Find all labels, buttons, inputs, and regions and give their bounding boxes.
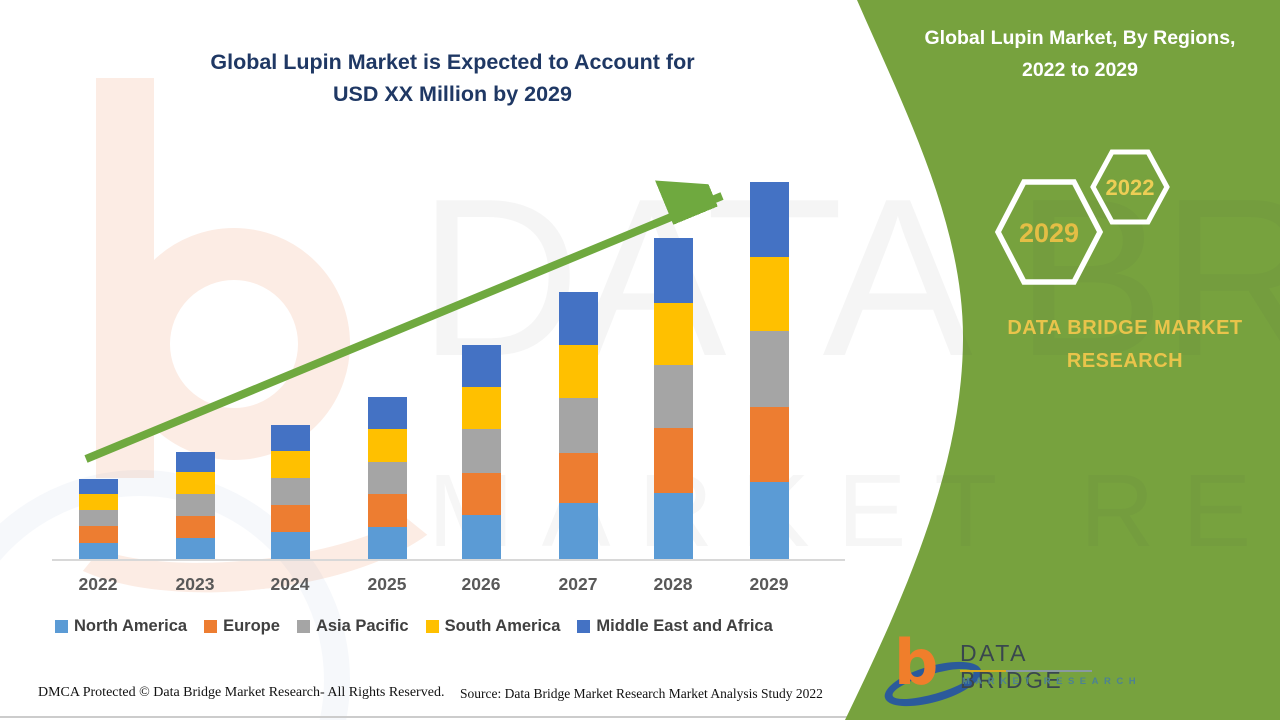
- bar-segment-2022-south-america: [78, 494, 118, 510]
- chart-title-line1: Global Lupin Market is Expected to Accou…: [210, 50, 695, 74]
- legend-marker-icon: [296, 620, 310, 633]
- panel-heading: Global Lupin Market, By Regions, 2022 to…: [920, 22, 1240, 86]
- bar-segment-2029-asia-pacific: [749, 331, 789, 407]
- bar-segment-2027-south-america: [558, 345, 598, 398]
- bar-segment-2026-middle-east-and-africa: [461, 345, 501, 387]
- bar-segment-2023-europe: [175, 516, 215, 538]
- bar-segment-2022-middle-east-and-africa: [78, 479, 118, 494]
- bar-segment-2027-asia-pacific: [558, 398, 598, 453]
- legend-label: Asia Pacific: [315, 617, 409, 635]
- hexagon-badges: 2022 2029: [994, 149, 1170, 285]
- bar-segment-2028-north-america: [653, 493, 693, 559]
- legend-marker-icon: [204, 620, 218, 633]
- x-axis-label-2026: 2026: [461, 574, 501, 594]
- bar-segment-2024-asia-pacific: [270, 478, 310, 505]
- legend-label: Middle East and Africa: [596, 617, 773, 635]
- legend-item-south-america: South America: [425, 617, 561, 636]
- watermark-text-marketresearch: MARKET RESEARCH: [428, 453, 1280, 568]
- x-axis-label-2022: 2022: [78, 574, 118, 594]
- panel-brand-line1: DATA BRIDGE MARKET: [1007, 317, 1243, 339]
- x-axis-label-2028: 2028: [653, 574, 693, 594]
- legend-item-asia-pacific: Asia Pacific: [296, 617, 409, 636]
- bar-segment-2025-south-america: [367, 429, 407, 462]
- bar-segment-2024-south-america: [270, 451, 310, 478]
- dmca-notice: DMCA Protected © Data Bridge Market Rese…: [38, 685, 445, 700]
- bar-segment-2023-south-america: [175, 472, 215, 494]
- legend-label: Europe: [223, 617, 280, 635]
- hexagon-2022: [1090, 149, 1170, 225]
- panel-heading-line2: 2022 to 2029: [1021, 59, 1138, 81]
- bar-segment-2025-asia-pacific: [367, 462, 407, 494]
- panel-brand-text: DATA BRIDGE MARKET RESEARCH: [975, 312, 1275, 378]
- x-axis-label-2023: 2023: [175, 574, 215, 594]
- bar-segment-2026-asia-pacific: [461, 429, 501, 473]
- chart-title-line2: USD XX Million by 2029: [333, 82, 572, 106]
- bar-segment-2023-north-america: [175, 538, 215, 559]
- bar-segment-2028-asia-pacific: [653, 365, 693, 428]
- bar-segment-2028-europe: [653, 428, 693, 493]
- bar-segment-2029-europe: [749, 407, 789, 482]
- bar-segment-2023-middle-east-and-africa: [175, 452, 215, 472]
- stacked-bar-2024: [270, 425, 310, 559]
- stacked-bar-2025: [367, 397, 407, 559]
- logo-tagline: MARKET RESEARCH: [962, 676, 1142, 687]
- bar-segment-2025-europe: [367, 494, 407, 527]
- bar-segment-2028-middle-east-and-africa: [653, 238, 693, 303]
- legend-marker-icon: [577, 620, 591, 633]
- bottom-border-line: [0, 716, 1280, 718]
- stacked-bar-2022: [78, 479, 118, 559]
- hexagon-2029-label: 2029: [1019, 218, 1079, 248]
- bar-segment-2027-north-america: [558, 503, 598, 559]
- bar-segment-2024-middle-east-and-africa: [270, 425, 310, 451]
- bar-segment-2022-north-america: [78, 543, 118, 559]
- bar-segment-2023-asia-pacific: [175, 494, 215, 516]
- green-panel-shape: [845, 0, 1280, 720]
- x-axis-label-2024: 2024: [270, 574, 310, 594]
- bar-segment-2022-europe: [78, 526, 118, 543]
- legend-label: North America: [74, 617, 188, 635]
- legend-marker-icon: [55, 620, 68, 633]
- stacked-bar-2026: [461, 345, 501, 559]
- chart-legend: North America Europe Asia Pacific South Ame…: [55, 617, 773, 636]
- legend-item-north-america: North America: [55, 617, 187, 636]
- logo-b-icon: b: [894, 626, 939, 699]
- chart-title: Global Lupin Market is Expected to Accou…: [95, 46, 810, 110]
- stacked-bar-2023: [175, 452, 215, 559]
- legend-item-middle-east-and-africa: Middle East and Africa: [577, 617, 773, 636]
- panel-heading-line1: Global Lupin Market, By Regions,: [924, 27, 1236, 49]
- bar-segment-2029-middle-east-and-africa: [749, 182, 789, 257]
- bar-segment-2027-middle-east-and-africa: [558, 292, 598, 345]
- stacked-bar-2028: [653, 238, 693, 559]
- bar-segment-2028-south-america: [653, 303, 693, 365]
- bar-segment-2024-europe: [270, 505, 310, 532]
- bar-segment-2029-north-america: [749, 482, 789, 559]
- bar-segment-2026-north-america: [461, 515, 501, 559]
- bar-segment-2024-north-america: [270, 532, 310, 559]
- hexagon-2029: [994, 179, 1104, 285]
- bar-segment-2027-europe: [558, 453, 598, 503]
- hexagon-2022-label: 2022: [1106, 175, 1155, 200]
- x-axis-label-2029: 2029: [749, 574, 789, 594]
- legend-label: South America: [444, 617, 561, 635]
- bar-segment-2026-europe: [461, 473, 501, 515]
- bar-segment-2022-asia-pacific: [78, 510, 118, 526]
- stacked-bar-2029: [749, 182, 789, 559]
- x-axis-label-2027: 2027: [558, 574, 598, 594]
- panel-brand-line2: RESEARCH: [1066, 350, 1184, 372]
- bar-segment-2025-north-america: [367, 527, 407, 559]
- legend-marker-icon: [425, 620, 439, 633]
- bar-segment-2029-south-america: [749, 257, 789, 331]
- x-axis-label-2025: 2025: [367, 574, 407, 594]
- logo-underline: [960, 670, 1092, 672]
- bar-segment-2025-middle-east-and-africa: [367, 397, 407, 429]
- bar-segment-2026-south-america: [461, 387, 501, 429]
- x-axis-line: [52, 559, 845, 561]
- stacked-bar-2027: [558, 292, 598, 559]
- databridge-logo: b DATA BRIDGE MARKET RESEARCH: [879, 626, 1136, 716]
- legend-item-europe: Europe: [204, 617, 280, 636]
- source-note: Source: Data Bridge Market Research Mark…: [460, 686, 823, 701]
